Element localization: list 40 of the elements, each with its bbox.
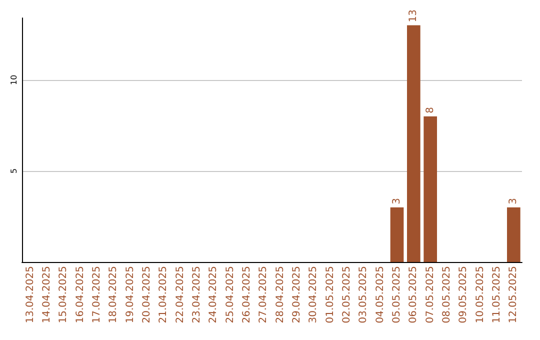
y-tick-label: 5 bbox=[10, 168, 18, 174]
x-tick-label: 17.04.2025 bbox=[92, 266, 102, 324]
x-tick-label: 14.04.2025 bbox=[42, 266, 52, 324]
x-tick-label: 13.04.2025 bbox=[24, 266, 36, 324]
bar bbox=[390, 207, 404, 262]
x-tick-label: 22.04.2025 bbox=[174, 266, 186, 324]
x-tick-label: 09.05.2025 bbox=[458, 266, 470, 324]
x-tick-label: 16.04.2025 bbox=[74, 266, 86, 324]
x-tick-label: 07.05.2025 bbox=[424, 266, 436, 324]
bar bbox=[507, 207, 520, 262]
x-tick-label: 30.04.2025 bbox=[308, 266, 320, 324]
x-tick-label: 20.04.2025 bbox=[142, 266, 152, 324]
x-tick-label: 03.05.2025 bbox=[358, 266, 370, 324]
bar bbox=[407, 25, 420, 262]
x-tick-label: 08.05.2025 bbox=[442, 266, 452, 324]
data-label: 8 bbox=[424, 106, 436, 114]
x-tick-label: 10.05.2025 bbox=[474, 266, 486, 324]
x-tick-label: 24.04.2025 bbox=[208, 266, 220, 324]
x-tick-label: 19.04.2025 bbox=[124, 266, 136, 324]
x-tick-label: 28.04.2025 bbox=[274, 266, 286, 324]
x-tick-label: 21.04.2025 bbox=[158, 266, 170, 324]
x-tick-label: 26.04.2025 bbox=[242, 266, 252, 324]
y-tick-label: 10 bbox=[10, 74, 18, 86]
data-label: 3 bbox=[508, 198, 520, 204]
x-tick-label: 29.04.2025 bbox=[292, 266, 302, 324]
x-tick-label: 06.05.2025 bbox=[408, 266, 420, 324]
x-tick-label: 01.05.2025 bbox=[324, 266, 336, 324]
x-tick-label: 18.04.2025 bbox=[108, 266, 120, 324]
x-tick-label: 12.05.2025 bbox=[508, 266, 520, 324]
x-tick-label: 11.05.2025 bbox=[492, 266, 502, 324]
data-label: 3 bbox=[392, 198, 402, 204]
x-tick-label: 25.04.2025 bbox=[224, 266, 236, 324]
x-tick-label: 02.05.2025 bbox=[342, 266, 352, 324]
x-tick-label: 04.05.2025 bbox=[374, 266, 386, 324]
data-label: 13 bbox=[408, 10, 420, 22]
x-tick-label: 05.05.2025 bbox=[392, 266, 402, 324]
x-tick-label: 15.04.2025 bbox=[58, 266, 70, 324]
bar bbox=[424, 116, 437, 262]
x-tick-label: 23.04.2025 bbox=[192, 266, 202, 324]
x-tick-label: 27.04.2025 bbox=[258, 266, 270, 324]
